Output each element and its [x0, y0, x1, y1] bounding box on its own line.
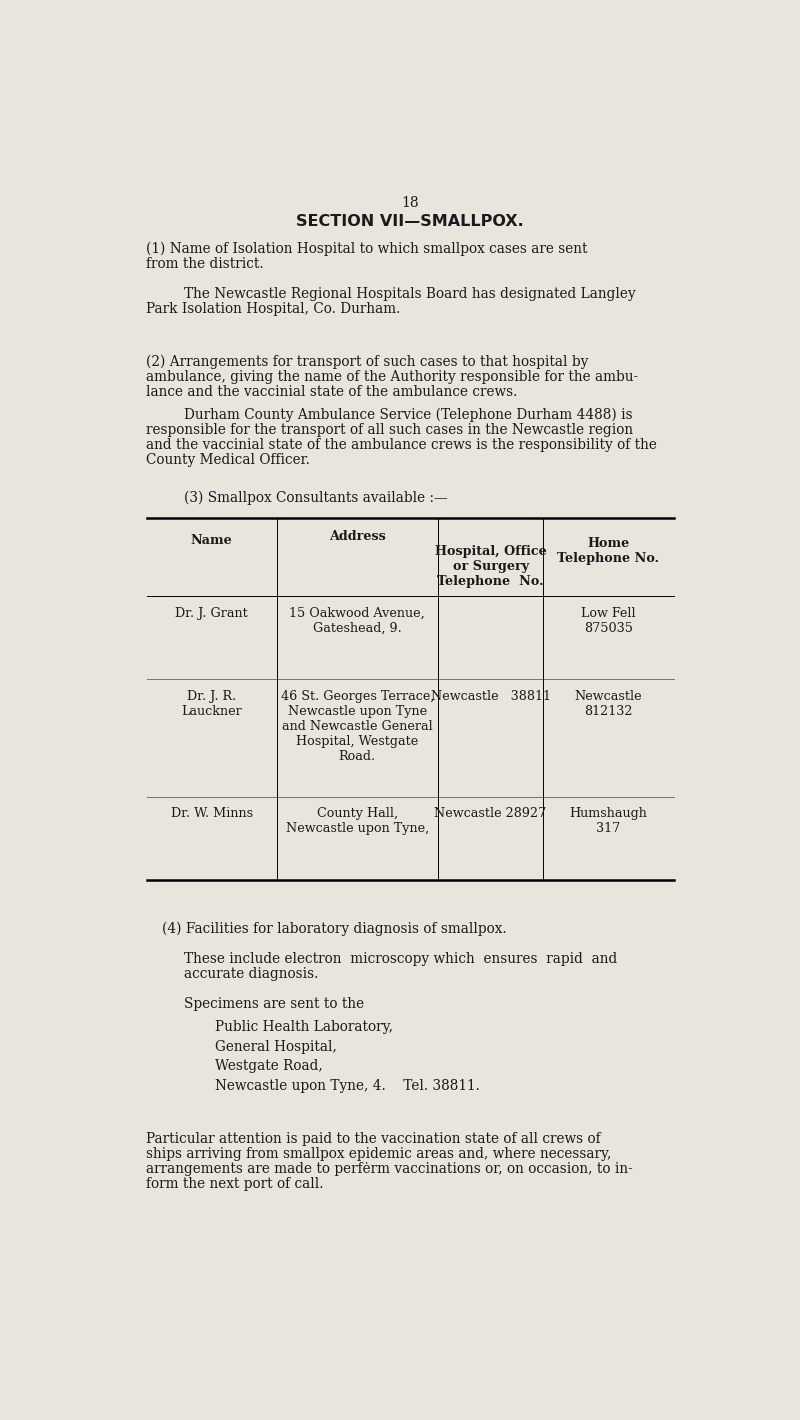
Text: ships arriving from smallpox epidemic areas and, where necessary,: ships arriving from smallpox epidemic ar…: [146, 1147, 612, 1160]
Text: Name: Name: [190, 534, 233, 547]
Text: Park Isolation Hospital, Co. Durham.: Park Isolation Hospital, Co. Durham.: [146, 302, 401, 315]
Text: Lauckner: Lauckner: [182, 704, 242, 717]
Text: Newcastle   38811: Newcastle 38811: [430, 690, 550, 703]
Text: 15 Oakwood Avenue,: 15 Oakwood Avenue,: [290, 606, 425, 619]
Text: General Hospital,: General Hospital,: [214, 1039, 337, 1054]
Text: arrangements are made to perfėrm vaccinations or, on occasion, to in-: arrangements are made to perfėrm vaccina…: [146, 1162, 634, 1176]
Text: These include electron  microscopy which  ensures  rapid  and: These include electron microscopy which …: [184, 953, 617, 966]
Text: form the next port of call.: form the next port of call.: [146, 1177, 324, 1191]
Text: Home: Home: [587, 537, 630, 550]
Text: 18: 18: [401, 196, 419, 210]
Text: Particular attention is paid to the vaccination state of all crews of: Particular attention is paid to the vacc…: [146, 1132, 601, 1146]
Text: Durham County Ambulance Service (Telephone Durham 4488) is: Durham County Ambulance Service (Telepho…: [184, 408, 632, 422]
Text: 46 St. Georges Terrace,: 46 St. Georges Terrace,: [281, 690, 434, 703]
Text: Newcastle 28927: Newcastle 28927: [434, 808, 546, 821]
Text: Dr. W. Minns: Dr. W. Minns: [170, 808, 253, 821]
Text: Dr. J. Grant: Dr. J. Grant: [175, 606, 248, 619]
Text: Newcastle upon Tyne: Newcastle upon Tyne: [288, 704, 427, 717]
Text: Telephone  No.: Telephone No.: [438, 575, 544, 588]
Text: Gateshead, 9.: Gateshead, 9.: [313, 622, 402, 635]
Text: Address: Address: [329, 530, 386, 542]
Text: 317: 317: [596, 822, 621, 835]
Text: Hospital, Office: Hospital, Office: [434, 545, 546, 558]
Text: 812132: 812132: [584, 704, 633, 717]
Text: or Surgery: or Surgery: [453, 559, 529, 572]
Text: 875035: 875035: [584, 622, 633, 635]
Text: lance and the vaccinial state of the ambulance crews.: lance and the vaccinial state of the amb…: [146, 385, 518, 399]
Text: SECTION VII—SMALLPOX.: SECTION VII—SMALLPOX.: [296, 214, 524, 229]
Text: (1) Name of Isolation Hospital to which smallpox cases are sent: (1) Name of Isolation Hospital to which …: [146, 241, 588, 256]
Text: Low Fell: Low Fell: [581, 606, 636, 619]
Text: Road.: Road.: [338, 750, 376, 763]
Text: Telephone No.: Telephone No.: [558, 552, 659, 565]
Text: Specimens are sent to the: Specimens are sent to the: [184, 997, 364, 1011]
Text: Hospital, Westgate: Hospital, Westgate: [296, 736, 418, 748]
Text: and Newcastle General: and Newcastle General: [282, 720, 433, 733]
Text: Newcastle upon Tyne, 4.    Tel. 38811.: Newcastle upon Tyne, 4. Tel. 38811.: [214, 1079, 479, 1093]
Text: and the vaccinial state of the ambulance crews is the responsibility of the: and the vaccinial state of the ambulance…: [146, 437, 658, 452]
Text: Newcastle upon Tyne,: Newcastle upon Tyne,: [286, 822, 429, 835]
Text: County Hall,: County Hall,: [317, 808, 398, 821]
Text: Westgate Road,: Westgate Road,: [214, 1059, 322, 1074]
Text: from the district.: from the district.: [146, 257, 264, 271]
Text: The Newcastle Regional Hospitals Board has designated Langley: The Newcastle Regional Hospitals Board h…: [184, 287, 635, 301]
Text: (2) Arrangements for transport of such cases to that hospital by: (2) Arrangements for transport of such c…: [146, 355, 589, 369]
Text: accurate diagnosis.: accurate diagnosis.: [184, 967, 318, 981]
Text: ambulance, giving the name of the Authority responsible for the ambu-: ambulance, giving the name of the Author…: [146, 369, 638, 383]
Text: responsible for the transport of all such cases in the Newcastle region: responsible for the transport of all suc…: [146, 423, 634, 436]
Text: (3) Smallpox Consultants available :—: (3) Smallpox Consultants available :—: [184, 490, 447, 506]
Text: Dr. J. R.: Dr. J. R.: [187, 690, 236, 703]
Text: County Medical Officer.: County Medical Officer.: [146, 453, 310, 467]
Text: Newcastle: Newcastle: [574, 690, 642, 703]
Text: Public Health Laboratory,: Public Health Laboratory,: [214, 1020, 393, 1034]
Text: Humshaugh: Humshaugh: [570, 808, 647, 821]
Text: (4) Facilities for laboratory diagnosis of smallpox.: (4) Facilities for laboratory diagnosis …: [162, 922, 506, 936]
